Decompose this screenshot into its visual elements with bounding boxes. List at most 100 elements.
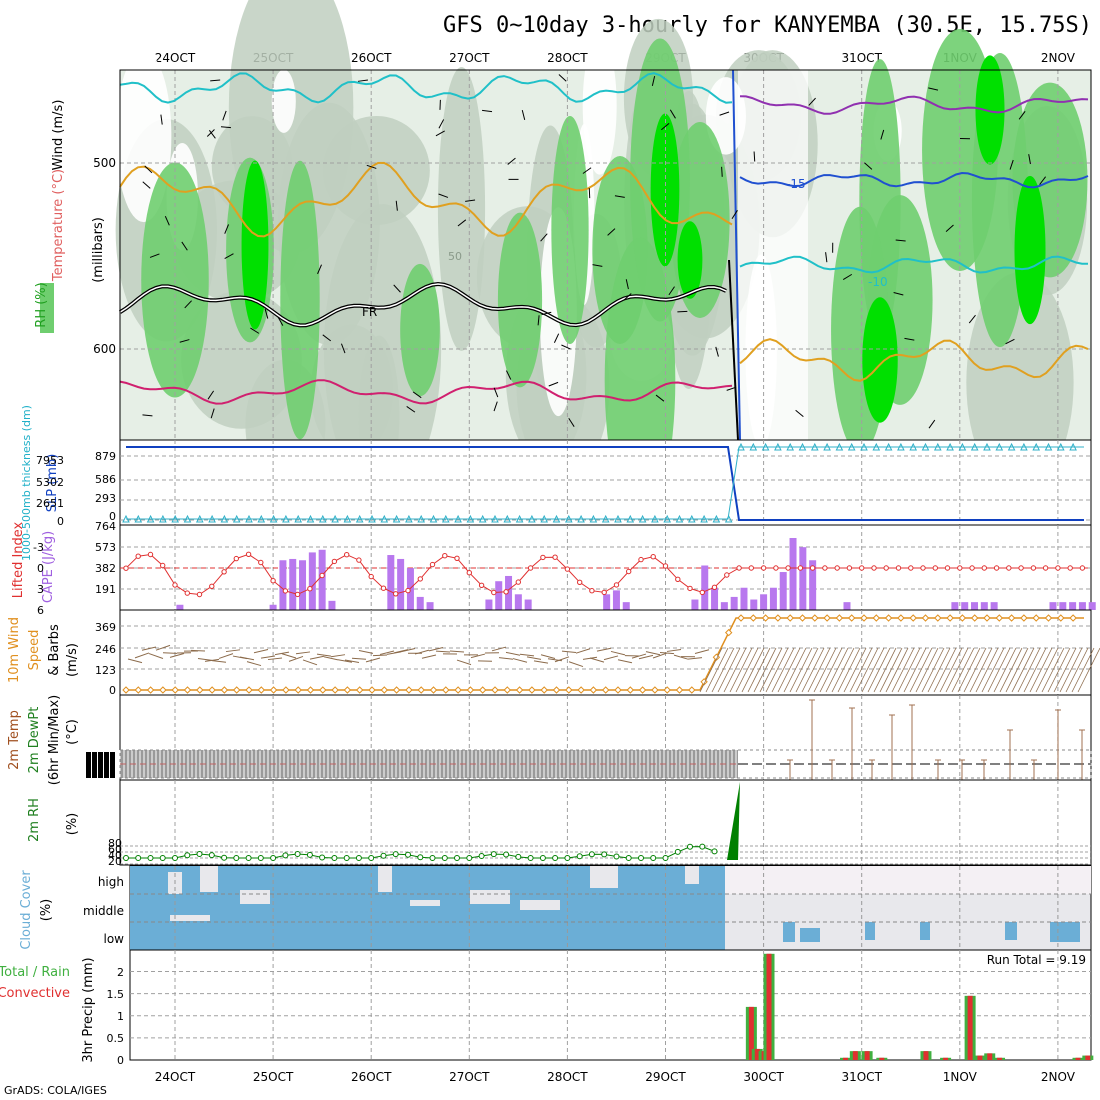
wind-speed-marker bbox=[429, 686, 438, 694]
lifted-index-marker bbox=[711, 584, 718, 590]
cape-bar bbox=[701, 565, 709, 610]
wind-speed-marker bbox=[565, 686, 573, 694]
wind-barb-strong bbox=[1059, 647, 1083, 693]
cape-bar bbox=[269, 604, 277, 610]
thickness-marker bbox=[491, 514, 499, 523]
li-tick-2: 3 bbox=[37, 583, 44, 596]
temp-label-unit: (°C) bbox=[65, 719, 80, 745]
wind-speed-marker bbox=[368, 686, 376, 694]
thickness-marker bbox=[651, 514, 659, 523]
wind-speed-marker bbox=[847, 614, 856, 622]
precip-convective-bar bbox=[748, 1006, 754, 1060]
wind-speed-marker bbox=[651, 686, 659, 694]
lifted-index-marker bbox=[981, 565, 987, 571]
lifted-index-marker bbox=[1055, 565, 1061, 571]
upper-wind-barb bbox=[893, 292, 904, 296]
thickness-marker bbox=[220, 514, 229, 523]
cape-bar bbox=[799, 547, 807, 610]
upper-wind-barb bbox=[366, 164, 377, 169]
wind-barb-strong bbox=[1071, 647, 1095, 693]
wind-barb-strong bbox=[729, 647, 753, 693]
wind-speed-marker bbox=[774, 614, 782, 622]
upper-wind-barb bbox=[521, 110, 526, 120]
wind-barb-strong bbox=[855, 647, 879, 693]
cloud-patch bbox=[800, 928, 820, 942]
lifted-index-marker bbox=[380, 585, 387, 591]
lifted-index-marker bbox=[944, 565, 951, 571]
cape-bar bbox=[485, 599, 493, 610]
wind-tick-2: 123 bbox=[95, 664, 116, 677]
upper-wind-barb bbox=[592, 264, 603, 267]
upper-wind-barb bbox=[864, 162, 873, 170]
wind-speed-marker bbox=[1044, 614, 1053, 622]
thickness-marker bbox=[1020, 442, 1028, 451]
wind-speed-marker bbox=[331, 686, 339, 694]
rh2m-marker bbox=[625, 855, 632, 861]
thickness-marker bbox=[564, 514, 573, 523]
thickness-marker bbox=[663, 514, 672, 523]
wind-barb bbox=[372, 654, 388, 657]
rh-shade-bright bbox=[975, 55, 1005, 165]
lifted-index-marker bbox=[834, 565, 840, 571]
upper-wind-barb bbox=[505, 370, 512, 380]
wind-speed-marker bbox=[552, 686, 561, 694]
wind-barb-strong bbox=[807, 647, 831, 693]
thickness-marker bbox=[195, 514, 204, 523]
thickness-marker bbox=[810, 442, 819, 451]
rh-shade-bright bbox=[241, 160, 269, 330]
lifted-index-marker bbox=[736, 565, 742, 571]
upper-wind-barb bbox=[607, 228, 616, 236]
cloud-gap bbox=[590, 866, 618, 888]
rh2m-marker bbox=[613, 853, 620, 860]
wind-barb bbox=[239, 656, 255, 661]
rh2m-marker bbox=[159, 855, 166, 861]
lifted-index-marker bbox=[147, 551, 154, 558]
rh-label: 2m RH bbox=[27, 798, 42, 842]
upper-wind-barb bbox=[357, 79, 368, 82]
wind-barb bbox=[435, 650, 451, 653]
lifted-index-marker bbox=[748, 565, 754, 571]
lifted-index-marker bbox=[822, 565, 828, 571]
isotherm-blue-drop bbox=[732, 69, 741, 441]
wind-barb-strong bbox=[933, 647, 957, 693]
wind-barb bbox=[659, 651, 675, 655]
upper-wind-barb bbox=[438, 193, 449, 198]
wind-speed-marker bbox=[208, 686, 216, 694]
lifted-index-marker bbox=[160, 562, 166, 569]
isotherm-orange-right bbox=[739, 338, 1089, 382]
wind-speed-marker bbox=[491, 686, 499, 694]
upper-wind-barb bbox=[880, 129, 885, 140]
lifted-index-marker bbox=[957, 565, 963, 571]
upper-ytick-600: 600 bbox=[93, 342, 116, 356]
upper-wind-label: Wind (m/s) bbox=[51, 100, 66, 171]
thickness-marker bbox=[675, 514, 684, 523]
upper-ytick-500: 500 bbox=[93, 156, 116, 170]
lifted-index-marker bbox=[454, 555, 460, 561]
thickness-marker bbox=[847, 442, 856, 451]
wind-speed-marker bbox=[601, 686, 610, 694]
wind-barb bbox=[169, 653, 185, 658]
upper-wind-barb bbox=[582, 167, 592, 174]
wind-barb bbox=[260, 655, 276, 659]
wind-barb bbox=[281, 653, 297, 659]
credit: GrADS: COLA/IGES bbox=[4, 1084, 107, 1097]
rh2m-marker bbox=[490, 851, 497, 858]
upper-wind-barb bbox=[623, 293, 632, 301]
wind-barb bbox=[638, 654, 654, 660]
cape-bar bbox=[711, 587, 719, 610]
precip-tick-0: 2 bbox=[117, 966, 124, 979]
lifted-index-marker bbox=[478, 582, 485, 588]
thickness-marker bbox=[159, 514, 167, 523]
wind-speed-marker bbox=[454, 686, 462, 694]
rh2m-marker bbox=[503, 851, 510, 858]
thickness-marker bbox=[282, 514, 290, 523]
upper-wind-barb bbox=[493, 387, 499, 398]
temp-ref-box bbox=[119, 749, 1092, 779]
isotherm-minus15 bbox=[739, 171, 1089, 189]
upper-wind-barb bbox=[144, 165, 153, 174]
rh-tick-1: 60 bbox=[108, 843, 122, 856]
cloud-label-unit: (%) bbox=[39, 899, 54, 922]
wind-barb bbox=[414, 649, 430, 655]
top-date-tick: 27OCT bbox=[449, 51, 490, 65]
wind-speed-marker bbox=[1057, 614, 1065, 622]
